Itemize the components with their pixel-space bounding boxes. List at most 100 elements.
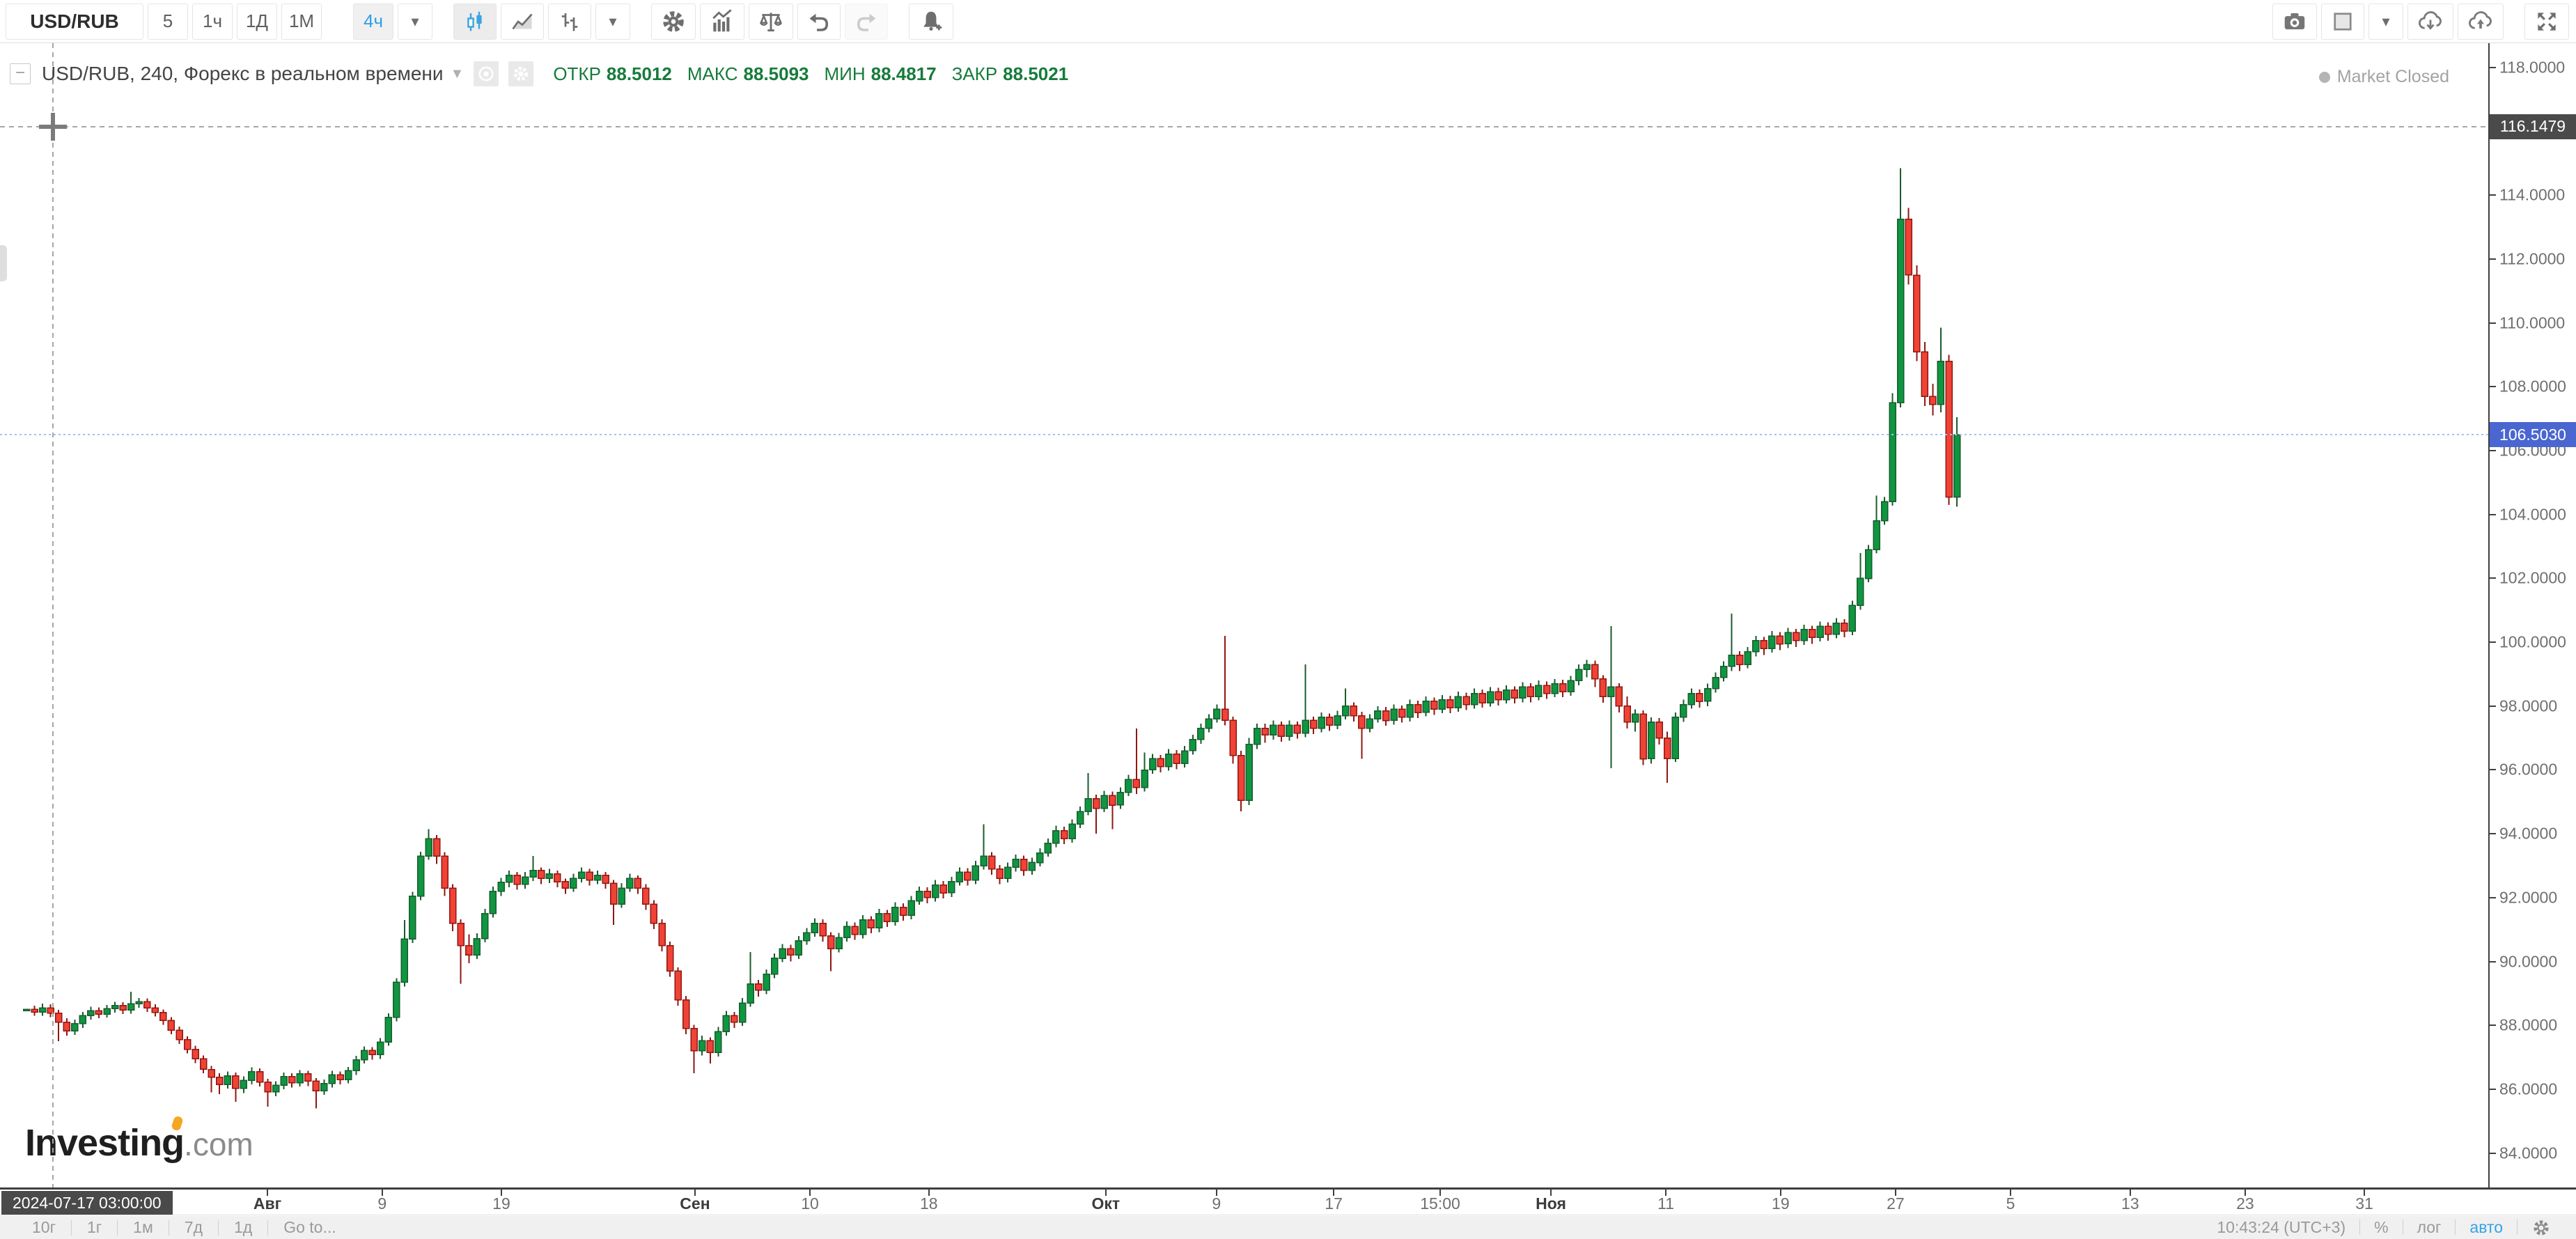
settings-button[interactable]	[651, 3, 696, 40]
range-link-1м[interactable]: 1м	[133, 1218, 153, 1236]
time-label: 10	[801, 1194, 819, 1213]
chart-plot-area[interactable]: − USD/RUB, 240, Форекс в реальном времен…	[0, 43, 2488, 1187]
save-chart-button[interactable]	[2458, 3, 2504, 40]
market-status-dot	[2318, 71, 2330, 83]
price-label: 110.0000	[2499, 313, 2566, 332]
price-label: 90.0000	[2499, 952, 2558, 971]
time-label: 9	[1212, 1194, 1221, 1213]
ohlc-pair: ЗАКР 88.5021	[951, 63, 1069, 84]
compare-button[interactable]	[749, 3, 793, 40]
crosshair-price-badge: 116.1479	[2490, 114, 2576, 139]
time-label: 23	[2236, 1194, 2254, 1213]
market-status-label: Market Closed	[2336, 67, 2449, 86]
layout-button[interactable]	[2321, 3, 2364, 40]
interval-button-1Д[interactable]: 1Д	[237, 3, 277, 40]
range-link-10г[interactable]: 10г	[32, 1218, 56, 1236]
candles-layer	[0, 168, 2488, 1109]
last-price-badge: 106.5030	[2490, 422, 2576, 448]
price-label: 86.0000	[2499, 1080, 2558, 1098]
price-label: 84.0000	[2499, 1144, 2558, 1162]
eye-icon	[478, 66, 494, 81]
legend-caret-icon[interactable]: ▼	[450, 65, 465, 81]
price-label: 102.0000	[2499, 568, 2566, 587]
time-label: 18	[920, 1194, 938, 1213]
crosshair-vertical-line	[52, 43, 54, 1187]
interval-button-1М[interactable]: 1М	[281, 3, 322, 40]
legend-title: USD/RUB, 240, Форекс в реальном времени	[42, 63, 444, 84]
chart-type-line-button[interactable]	[501, 3, 544, 40]
chart-row: − USD/RUB, 240, Форекс в реальном времен…	[0, 43, 2576, 1187]
range-link-1д[interactable]: 1д	[234, 1218, 253, 1236]
undo-button[interactable]	[797, 3, 841, 40]
price-label: 98.0000	[2499, 696, 2558, 715]
price-label: 112.0000	[2499, 249, 2566, 268]
toolbar-right: ▾	[2270, 0, 2576, 43]
chart-type-candles-button[interactable]	[453, 3, 497, 40]
ohlc-pair: МИН 88.4817	[824, 63, 937, 84]
price-label: 100.0000	[2499, 632, 2566, 651]
add-alert-button[interactable]	[909, 3, 953, 40]
load-chart-button[interactable]	[2407, 3, 2453, 40]
time-label: 5	[2006, 1194, 2015, 1213]
time-label: Ноя	[1536, 1194, 1566, 1213]
price-label: 118.0000	[2499, 58, 2566, 77]
indicators-icon	[712, 8, 732, 31]
gear-icon	[2534, 1220, 2549, 1236]
ohlc-pair: МАКС 88.5093	[687, 63, 809, 84]
gear-icon	[663, 10, 684, 32]
price-axis[interactable]: 118.0000 114.0000 112.0000 110.0000 108.0000…	[2488, 43, 2576, 1187]
ohlc-bars-icon	[561, 13, 578, 31]
range-switcher: 10г 1г 1м 7д 1д Go to...	[17, 1218, 352, 1237]
legend-settings-button[interactable]	[508, 61, 534, 86]
snapshot-button[interactable]	[2272, 3, 2317, 40]
price-label: 114.0000	[2499, 185, 2566, 204]
percent-scale-toggle[interactable]: %	[2374, 1217, 2389, 1236]
candlestick-icon	[467, 11, 482, 31]
crosshair-horizontal-line	[0, 125, 2488, 127]
bottom-toolbar: 10г 1г 1м 7д 1д Go to... 10:43:24 (UTC+3) % л…	[0, 1216, 2576, 1239]
interval-button-1ч[interactable]: 1ч	[192, 3, 233, 40]
interval-button-active[interactable]: 4ч	[353, 3, 393, 40]
interval-dropdown-button[interactable]: ▾	[398, 3, 432, 40]
legend-collapse-button[interactable]: −	[10, 63, 31, 84]
cloud-upload-icon	[2469, 10, 2492, 29]
symbol-button[interactable]: USD/RUB	[6, 3, 143, 40]
time-axis[interactable]: 2024-07-17 03:00:00 Авг 9 19 Сен 10 18 Окт 9 17 1…	[0, 1187, 2576, 1215]
log-scale-toggle[interactable]: лог	[2417, 1217, 2442, 1236]
drawing-toolbar-handle[interactable]	[0, 245, 7, 281]
time-label: Авг	[253, 1194, 282, 1213]
line-chart-icon	[512, 13, 533, 29]
auto-scale-toggle[interactable]: авто	[2469, 1217, 2503, 1236]
layout-dropdown-button[interactable]: ▾	[2368, 3, 2403, 40]
price-label: 96.0000	[2499, 760, 2558, 779]
goto-link[interactable]: Go to...	[283, 1218, 336, 1236]
crosshair-cursor	[39, 112, 68, 141]
time-label: 27	[1887, 1194, 1905, 1213]
chart-legend: − USD/RUB, 240, Форекс в реальном времен…	[10, 61, 1068, 86]
time-label: Сен	[680, 1194, 710, 1213]
clock-label: 10:43:24 (UTC+3)	[2217, 1217, 2346, 1236]
time-label: 15:00	[1420, 1194, 1460, 1213]
ohlc-readout: ОТКР 88.5012 МАКС 88.5093 МИН 88.4817 ЗАКР 88.5…	[553, 63, 1068, 85]
footer-settings-button[interactable]	[2518, 1217, 2565, 1238]
brand-watermark: Investing .com	[25, 1115, 253, 1164]
chart-type-bars-button[interactable]	[548, 3, 591, 40]
market-status: Market Closed	[2318, 67, 2449, 87]
legend-eye-button[interactable]	[474, 61, 499, 86]
redo-button[interactable]	[845, 3, 888, 40]
range-link-1г[interactable]: 1г	[86, 1218, 102, 1236]
fullscreen-icon	[2538, 12, 2556, 31]
ohlc-pair: ОТКР 88.5012	[553, 63, 672, 84]
interval-button-5[interactable]: 5	[148, 3, 188, 40]
time-label: 11	[1657, 1194, 1675, 1213]
layout-square-icon	[2334, 12, 2352, 31]
undo-icon	[809, 13, 829, 31]
cloud-download-icon	[2419, 10, 2442, 30]
time-label: Окт	[1091, 1194, 1121, 1213]
range-link-7д[interactable]: 7д	[184, 1218, 203, 1236]
indicators-button[interactable]	[700, 3, 744, 40]
chart-type-dropdown-button[interactable]: ▾	[595, 3, 630, 40]
top-toolbar: USD/RUB 5 1ч 1Д 1М 4ч ▾	[0, 0, 2576, 43]
fullscreen-button[interactable]	[2524, 3, 2569, 40]
